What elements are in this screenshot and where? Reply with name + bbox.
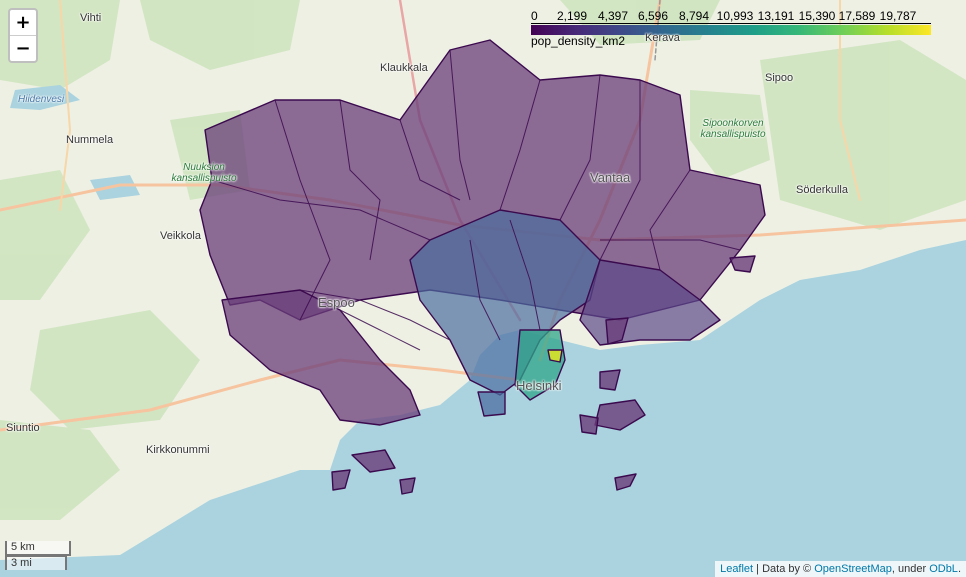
- place-label-vihti: Vihti: [80, 12, 102, 24]
- scale-km: 5 km: [5, 541, 71, 556]
- attribution-text: , under: [891, 563, 930, 575]
- lake: [10, 85, 80, 110]
- district-region-center[interactable]: [514, 329, 566, 401]
- attribution-text: .: [957, 563, 961, 575]
- place-label-nuuksio: Nuuksion kansallispuisto: [171, 162, 237, 184]
- district-island[interactable]: [351, 449, 396, 473]
- place-label-kerava: Kerava: [645, 32, 680, 44]
- place-label-hiidenvesi: Hiidenvesi: [18, 94, 65, 105]
- legend-tick: 13,191: [757, 9, 795, 23]
- district-island[interactable]: [729, 255, 756, 273]
- attribution: Leaflet | Data by © OpenStreetMap, under…: [715, 561, 966, 577]
- scale-bar: 5 km 3 mi: [5, 541, 71, 570]
- legend-tick: 15,390: [798, 9, 836, 23]
- legend-tick: 4,397: [597, 9, 629, 23]
- attribution-text: | Data by ©: [753, 563, 815, 575]
- place-label-helsinki: Helsinki: [516, 378, 562, 393]
- place-label-nummela: Nummela: [66, 134, 114, 146]
- legend-ticks: 0 2,199 4,397 6,596 8,794 10,993 13,191 …: [530, 9, 932, 23]
- legend-tick: 0: [531, 9, 538, 23]
- place-label-veikkola: Veikkola: [160, 230, 201, 242]
- place-label-soderkulla: Söderkulla: [796, 184, 848, 196]
- district-borders: [211, 49, 741, 351]
- leaflet-link[interactable]: Leaflet: [720, 563, 754, 575]
- place-label-klaukkala: Klaukkala: [380, 62, 428, 74]
- zoom-control: + −: [8, 8, 38, 63]
- legend-tick: 6,596: [637, 9, 669, 23]
- place-label-siuntio: Siuntio: [6, 422, 40, 434]
- legend-color-bar: [531, 25, 931, 35]
- place-label-kirkkonummi: Kirkkonummi: [146, 444, 210, 456]
- osm-link[interactable]: OpenStreetMap: [814, 563, 892, 575]
- odbl-link[interactable]: ODbL: [929, 563, 958, 575]
- district-island[interactable]: [605, 317, 629, 345]
- zoom-out-button[interactable]: −: [10, 35, 36, 61]
- legend-tick: 10,993: [716, 9, 754, 23]
- district-region-espoo-west[interactable]: [221, 289, 421, 426]
- place-label-vantaa: Vantaa: [590, 170, 631, 185]
- legend-tick: 19,787: [879, 9, 917, 23]
- place-label-espoo: Espoo: [318, 295, 355, 310]
- district-island[interactable]: [599, 369, 621, 391]
- district-island[interactable]: [579, 414, 599, 435]
- legend-tick: 2,199: [556, 9, 588, 23]
- district-island[interactable]: [331, 469, 351, 491]
- place-label-sipoonkorpi: Sipoonkorven kansallispuisto: [700, 118, 766, 140]
- legend-bar-outline: [531, 23, 931, 24]
- legend-tick: 8,794: [678, 9, 710, 23]
- scale-mi: 3 mi: [5, 555, 67, 570]
- district-island[interactable]: [614, 473, 637, 491]
- district-island[interactable]: [399, 477, 416, 495]
- legend-title: pop_density_km2: [531, 34, 626, 48]
- district-island[interactable]: [477, 391, 506, 417]
- legend-tick: 17,589: [838, 9, 876, 23]
- place-label-sipoo: Sipoo: [765, 72, 794, 84]
- zoom-in-button[interactable]: +: [15, 12, 31, 33]
- color-legend: 0 2,199 4,397 6,596 8,794 10,993 13,191 …: [530, 8, 932, 50]
- district-dense-core[interactable]: [547, 349, 563, 363]
